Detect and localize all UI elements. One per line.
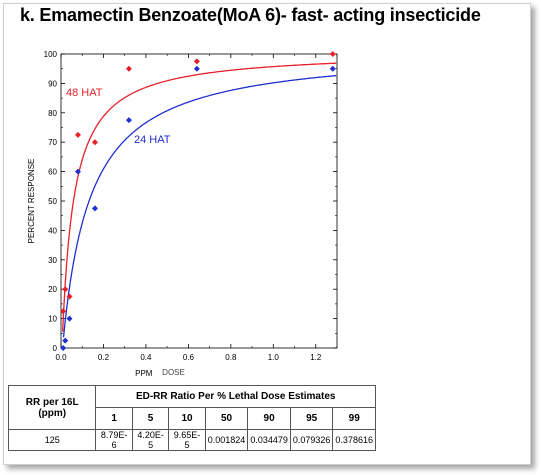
data-point [62, 286, 69, 293]
data-point [125, 65, 132, 72]
ed-value-95: 0.079326 [289, 429, 334, 451]
data-point [66, 315, 73, 322]
percent-header-90: 90 [247, 407, 291, 430]
y-axis-label: PERCENT RESPONSE [27, 159, 36, 244]
lethal-dose-table: RR per 16L (ppm) ED-RR Ratio Per % Letha… [7, 385, 376, 451]
y-tick-label: 20 [48, 285, 57, 294]
y-tick-label: 60 [48, 168, 57, 177]
data-point [193, 65, 200, 72]
y-tick-label: 50 [48, 197, 57, 206]
x-tick-label: 0.2 [98, 353, 110, 362]
y-tick-label: 0 [53, 344, 58, 353]
dose-response-chart: 0 10 20 30 40 50 60 70 80 90 100 0.0 0.2 0.4 0.6 0.8 1.0… [27, 50, 338, 378]
x-tick-label: 0.8 [225, 353, 237, 362]
data-point [91, 139, 98, 146]
y-tick-label: 90 [48, 79, 57, 88]
x-tick-label: 0.4 [140, 353, 152, 362]
data-point [91, 205, 98, 212]
y-tick-label: 100 [44, 50, 58, 59]
y-tick-label: 30 [48, 256, 57, 265]
data-point [74, 168, 81, 175]
rr-value: 125 [7, 429, 97, 451]
curve-48-hat [62, 62, 337, 332]
ed-value-50: 0.001824 [204, 429, 249, 451]
y-tick-label: 40 [48, 226, 57, 235]
data-points [60, 51, 336, 351]
data-point [329, 51, 336, 57]
page-title: k. Emamectin Benzoate(MoA 6)- fast- acti… [20, 5, 481, 25]
data-point [329, 65, 336, 72]
ed-value-5: 4.20E-5 [131, 429, 170, 451]
data-point [193, 58, 200, 65]
x-tick-label: 0.0 [55, 353, 67, 362]
x-tick-label: 1.2 [310, 353, 322, 362]
curve-24-hat [62, 74, 337, 338]
chart-labels: 0 10 20 30 40 50 60 70 80 90 100 0.0 0.2 0.4 0.6 0.8 1.0… [27, 50, 322, 378]
ed-value-10: 9.65E-5 [168, 429, 206, 451]
data-point [66, 293, 73, 300]
rr-header: RR per 16L (ppm) [7, 385, 97, 430]
x-axis-label-overlap: DOSE [162, 368, 185, 377]
x-tick-label: 0.6 [183, 353, 195, 362]
y-tick-label: 80 [48, 109, 57, 118]
percent-header-50: 50 [204, 407, 249, 430]
ed-value-99: 0.378616 [332, 429, 376, 451]
series-label-24-hat: 24 HAT [134, 134, 171, 146]
data-point [60, 345, 67, 351]
x-tick-label: 1.0 [268, 353, 280, 362]
plot-area [60, 53, 338, 349]
y-tick-label: 10 [48, 315, 57, 324]
fitted-curves [62, 62, 337, 338]
series-label-48-hat: 48 HAT [66, 87, 103, 99]
percent-header-10: 10 [168, 407, 206, 430]
y-tick-label: 70 [48, 138, 57, 147]
x-axis-label: PPM [135, 369, 153, 378]
ed-value-1: 8.79E-6 [95, 429, 133, 451]
percent-header-95: 95 [289, 407, 334, 430]
ed-value-90: 0.034479 [247, 429, 291, 451]
percent-header-99: 99 [332, 407, 376, 430]
ed-header: ED-RR Ratio Per % Lethal Dose Estimates [95, 385, 376, 408]
table-row: 125 8.79E-6 4.20E-5 9.65E-5 0.001824 0.03447… [7, 429, 376, 451]
data-point [60, 308, 67, 315]
data-point [62, 337, 69, 344]
data-point [125, 117, 132, 124]
data-point [74, 131, 81, 138]
percent-header-5: 5 [131, 407, 170, 430]
percent-header-1: 1 [95, 407, 133, 430]
